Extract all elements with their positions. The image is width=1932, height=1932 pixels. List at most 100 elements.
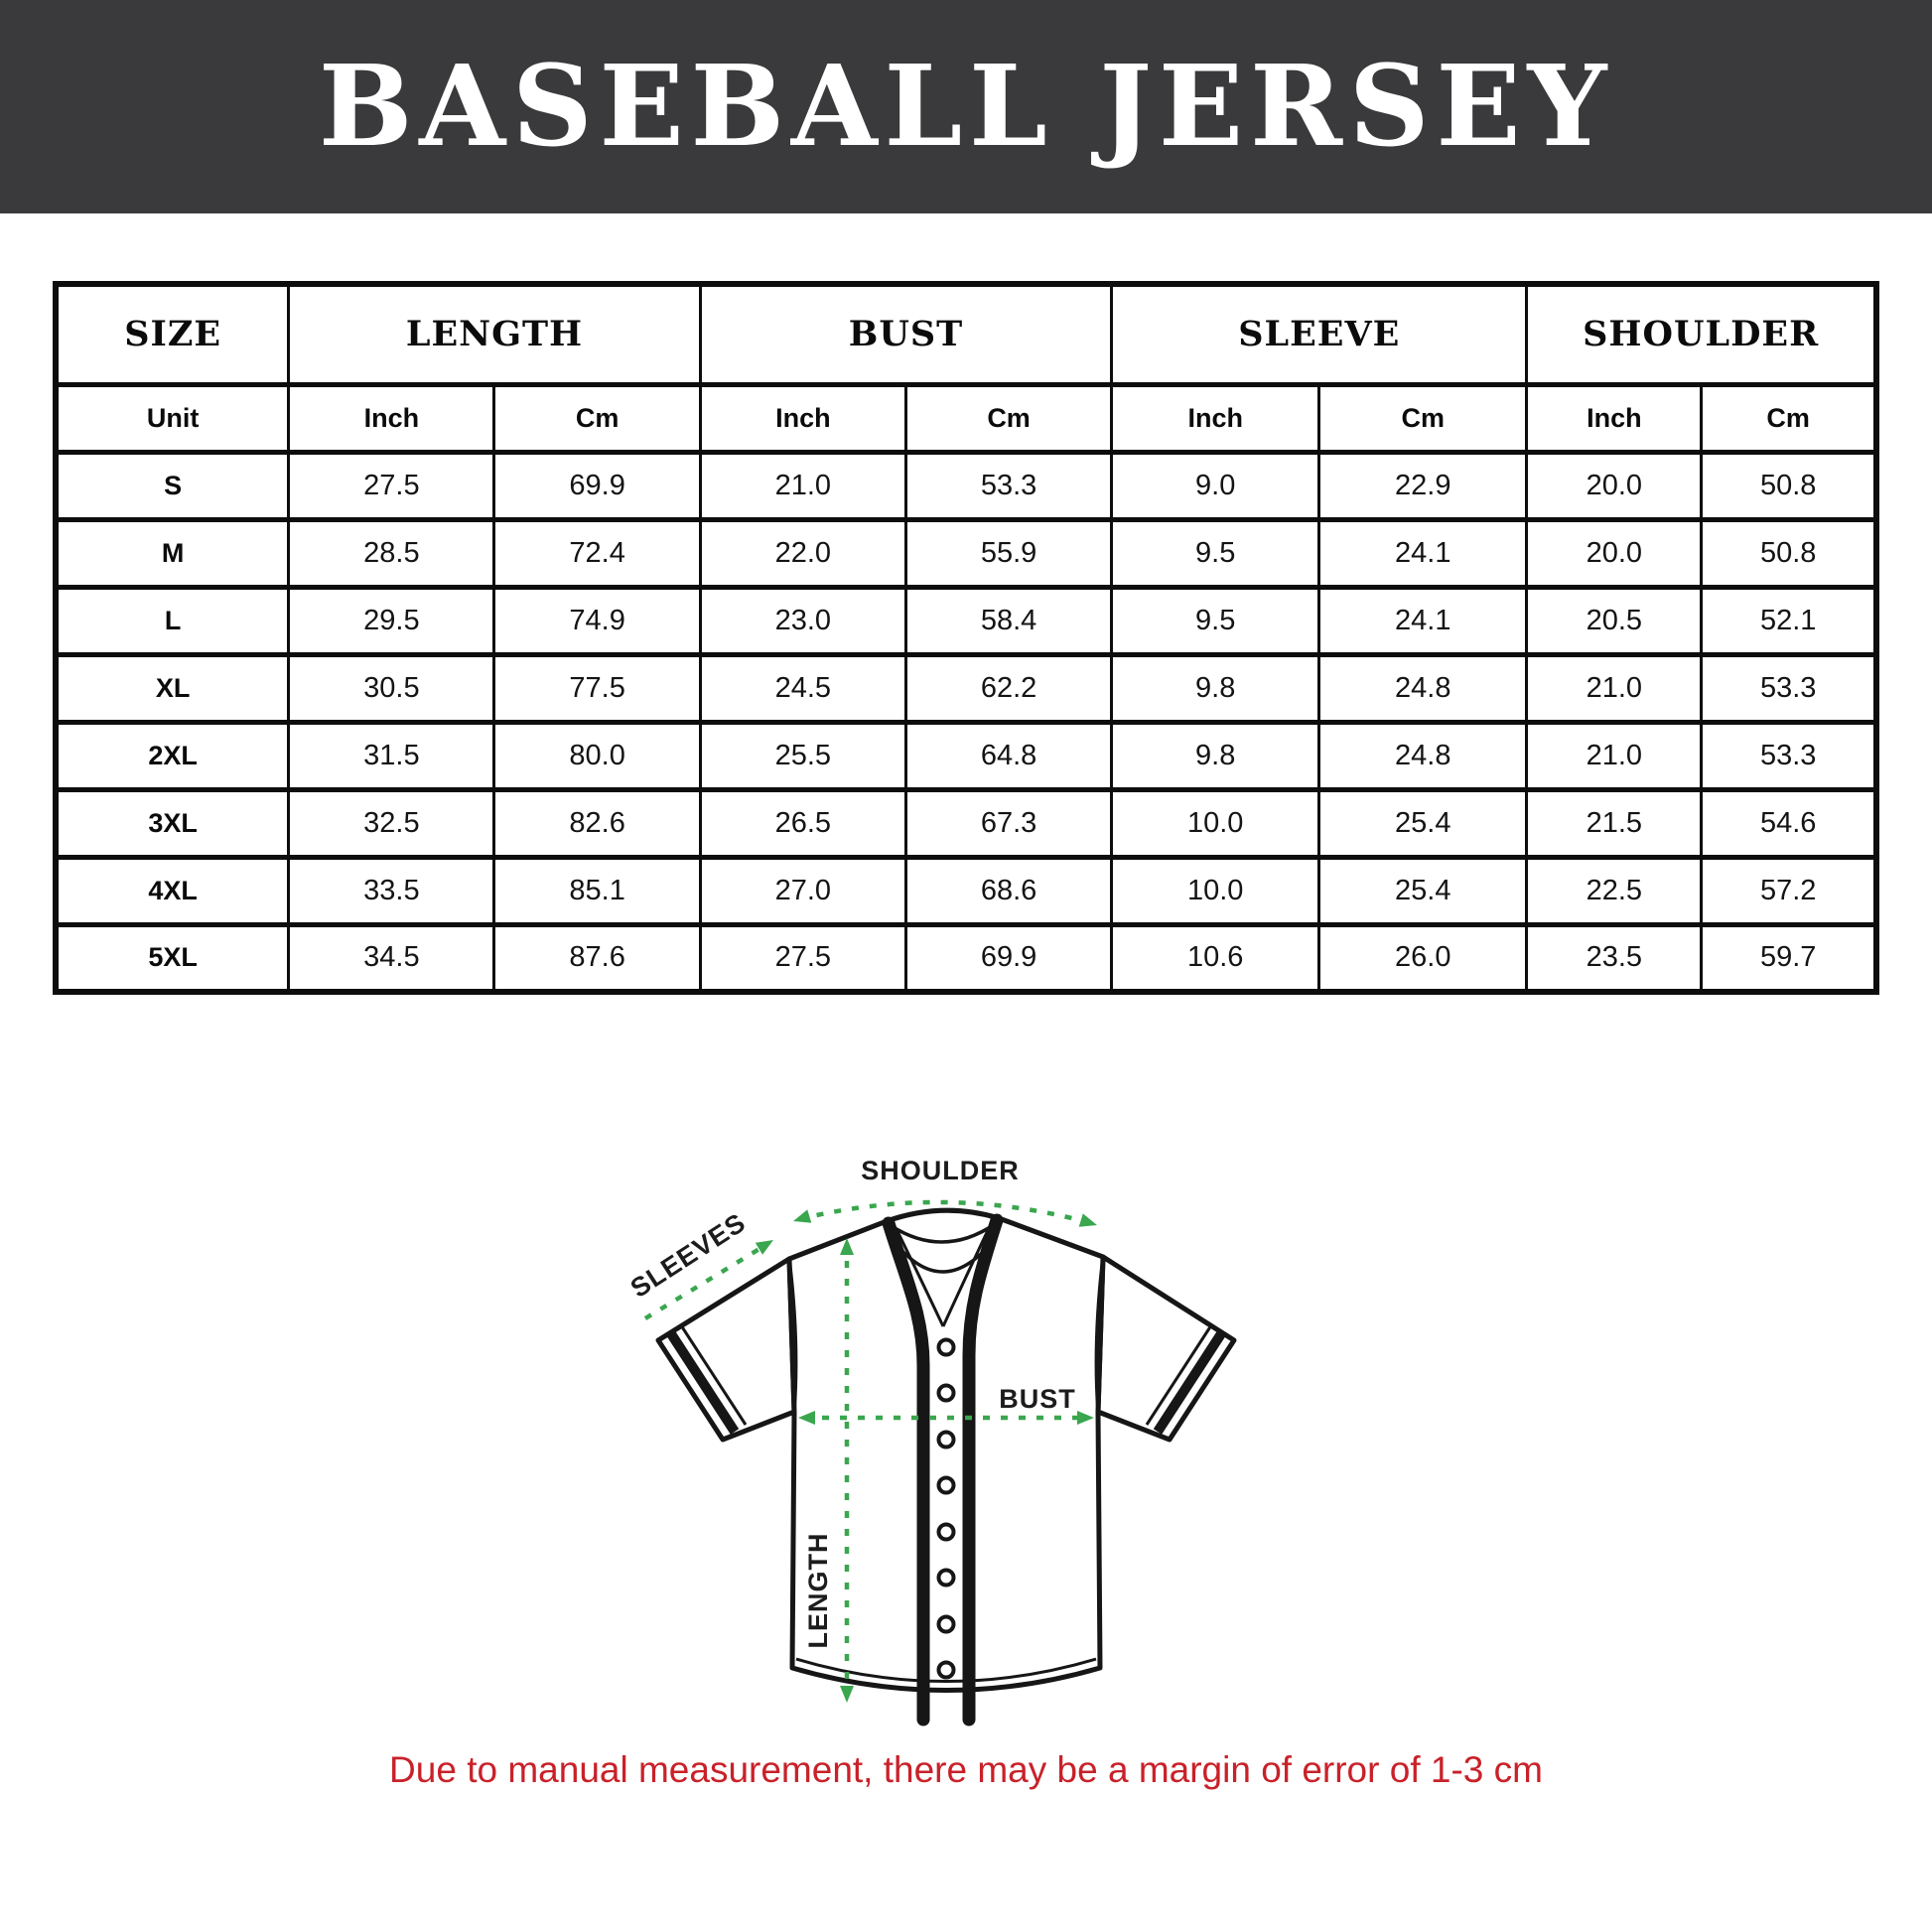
bust-label: BUST xyxy=(999,1384,1076,1414)
measurement-value: 64.8 xyxy=(903,719,1114,792)
measurement-value: 26.0 xyxy=(1317,921,1529,995)
measurement-value: 21.0 xyxy=(1525,719,1704,792)
size-row-3xl: 3XL 32.5 82.6 26.5 67.3 10.0 25.4 21.5 54.6 xyxy=(54,786,1878,860)
measurement-value: 28.5 xyxy=(287,516,496,590)
measurement-value: 74.9 xyxy=(492,584,702,657)
size-row-xl: XL 30.5 77.5 24.5 62.2 9.8 24.8 21.0 53.3 xyxy=(54,651,1878,725)
measurement-value: 20.5 xyxy=(1525,584,1704,657)
unit-cell: Inch xyxy=(698,381,907,455)
measurement-value: 80.0 xyxy=(492,719,702,792)
size-label: XL xyxy=(54,651,291,725)
unit-cell: Cm xyxy=(903,381,1114,455)
measurement-value: 9.5 xyxy=(1110,584,1321,657)
measurement-value: 31.5 xyxy=(287,719,496,792)
jersey-right-sleeve xyxy=(1095,1254,1237,1443)
size-row-l: L 29.5 74.9 23.0 58.4 9.5 24.1 20.5 52.1 xyxy=(54,584,1878,657)
size-chart-section: SIZE LENGTH BUST SLEEVE SHOULDER Unit In… xyxy=(53,281,1879,995)
measurement-value: 67.3 xyxy=(903,786,1114,860)
jersey-collar-placket xyxy=(882,1213,1004,1726)
measurement-value: 50.8 xyxy=(1700,449,1878,522)
measurement-value: 20.0 xyxy=(1525,516,1704,590)
measurement-value: 50.8 xyxy=(1700,516,1878,590)
measurement-value: 53.3 xyxy=(1700,719,1878,792)
col-header-length: LENGTH xyxy=(287,281,702,387)
measurement-value: 52.1 xyxy=(1700,584,1878,657)
measurement-value: 33.5 xyxy=(287,854,496,927)
unit-cell: Cm xyxy=(492,381,702,455)
measurement-value: 10.6 xyxy=(1110,921,1321,995)
measurement-value: 21.0 xyxy=(698,449,907,522)
bust-measure-arrow xyxy=(798,1411,1094,1425)
measurement-value: 25.4 xyxy=(1317,786,1529,860)
measurement-value: 27.5 xyxy=(698,921,907,995)
jersey-buttons xyxy=(936,1337,956,1680)
measurement-value: 72.4 xyxy=(492,516,702,590)
measurement-value: 22.5 xyxy=(1525,854,1704,927)
unit-cell: Cm xyxy=(1700,381,1878,455)
jersey-body xyxy=(786,1207,1106,1693)
measurement-value: 24.5 xyxy=(698,651,907,725)
size-row-4xl: 4XL 33.5 85.1 27.0 68.6 10.0 25.4 22.5 57.2 xyxy=(54,854,1878,927)
measurement-value: 69.9 xyxy=(903,921,1114,995)
shoulder-measure-arrow xyxy=(793,1199,1097,1227)
measurement-value: 10.0 xyxy=(1110,854,1321,927)
jersey-left-sleeve xyxy=(655,1256,797,1443)
measurement-value: 53.3 xyxy=(1700,651,1878,725)
column-group-header-row: SIZE LENGTH BUST SLEEVE SHOULDER xyxy=(54,281,1878,387)
measurement-value: 24.1 xyxy=(1317,584,1529,657)
measurement-disclaimer: Due to manual measurement, there may be … xyxy=(389,1749,1543,1790)
measurement-value: 9.0 xyxy=(1110,449,1321,522)
measurement-value: 20.0 xyxy=(1525,449,1704,522)
measurement-value: 24.1 xyxy=(1317,516,1529,590)
measurement-value: 69.9 xyxy=(492,449,702,522)
unit-cell: Inch xyxy=(1110,381,1321,455)
measurement-value: 55.9 xyxy=(903,516,1114,590)
sleeves-measure-arrow xyxy=(643,1240,773,1320)
measurement-value: 82.6 xyxy=(492,786,702,860)
unit-cell: Cm xyxy=(1317,381,1529,455)
measurement-value: 24.8 xyxy=(1317,719,1529,792)
size-label: 2XL xyxy=(54,719,291,792)
measurement-value: 27.5 xyxy=(287,449,496,522)
shoulder-label: SHOULDER xyxy=(861,1156,1020,1185)
measurement-value: 62.2 xyxy=(903,651,1114,725)
col-header-bust: BUST xyxy=(698,281,1114,387)
size-label: L xyxy=(54,584,291,657)
measurement-value: 22.9 xyxy=(1317,449,1529,522)
measurement-value: 58.4 xyxy=(903,584,1114,657)
size-label: 5XL xyxy=(54,921,291,995)
measurement-value: 54.6 xyxy=(1700,786,1878,860)
measurement-value: 25.5 xyxy=(698,719,907,792)
length-label: LENGTH xyxy=(803,1533,833,1649)
col-header-size: SIZE xyxy=(54,281,291,387)
measurement-value: 85.1 xyxy=(492,854,702,927)
measurement-value: 59.7 xyxy=(1700,921,1878,995)
measurement-value: 27.0 xyxy=(698,854,907,927)
title-banner: BASEBALL JERSEY xyxy=(0,0,1932,213)
measurement-value: 22.0 xyxy=(698,516,907,590)
col-header-shoulder: SHOULDER xyxy=(1525,281,1878,387)
measurement-value: 57.2 xyxy=(1700,854,1878,927)
col-header-sleeve: SLEEVE xyxy=(1110,281,1529,387)
measurement-value: 25.4 xyxy=(1317,854,1529,927)
measurement-value: 68.6 xyxy=(903,854,1114,927)
measurement-value: 87.6 xyxy=(492,921,702,995)
measurement-value: 9.8 xyxy=(1110,719,1321,792)
unit-cell: Inch xyxy=(287,381,496,455)
measurement-value: 21.5 xyxy=(1525,786,1704,860)
measurement-value: 21.0 xyxy=(1525,651,1704,725)
sleeves-label: SLEEVES xyxy=(625,1207,752,1304)
measurement-value: 77.5 xyxy=(492,651,702,725)
measurement-value: 30.5 xyxy=(287,651,496,725)
unit-cell: Inch xyxy=(1525,381,1704,455)
measurement-value: 26.5 xyxy=(698,786,907,860)
measurement-value: 23.0 xyxy=(698,584,907,657)
measurement-value: 9.8 xyxy=(1110,651,1321,725)
size-row-5xl: 5XL 34.5 87.6 27.5 69.9 10.6 26.0 23.5 59.7 xyxy=(54,921,1878,995)
measurement-value: 29.5 xyxy=(287,584,496,657)
size-row-s: S 27.5 69.9 21.0 53.3 9.0 22.9 20.0 50.8 xyxy=(54,449,1878,522)
size-chart-table: SIZE LENGTH BUST SLEEVE SHOULDER Unit In… xyxy=(53,281,1879,995)
size-row-m: M 28.5 72.4 22.0 55.9 9.5 24.1 20.0 50.8 xyxy=(54,516,1878,590)
measurement-value: 10.0 xyxy=(1110,786,1321,860)
length-measure-arrow xyxy=(840,1238,854,1703)
